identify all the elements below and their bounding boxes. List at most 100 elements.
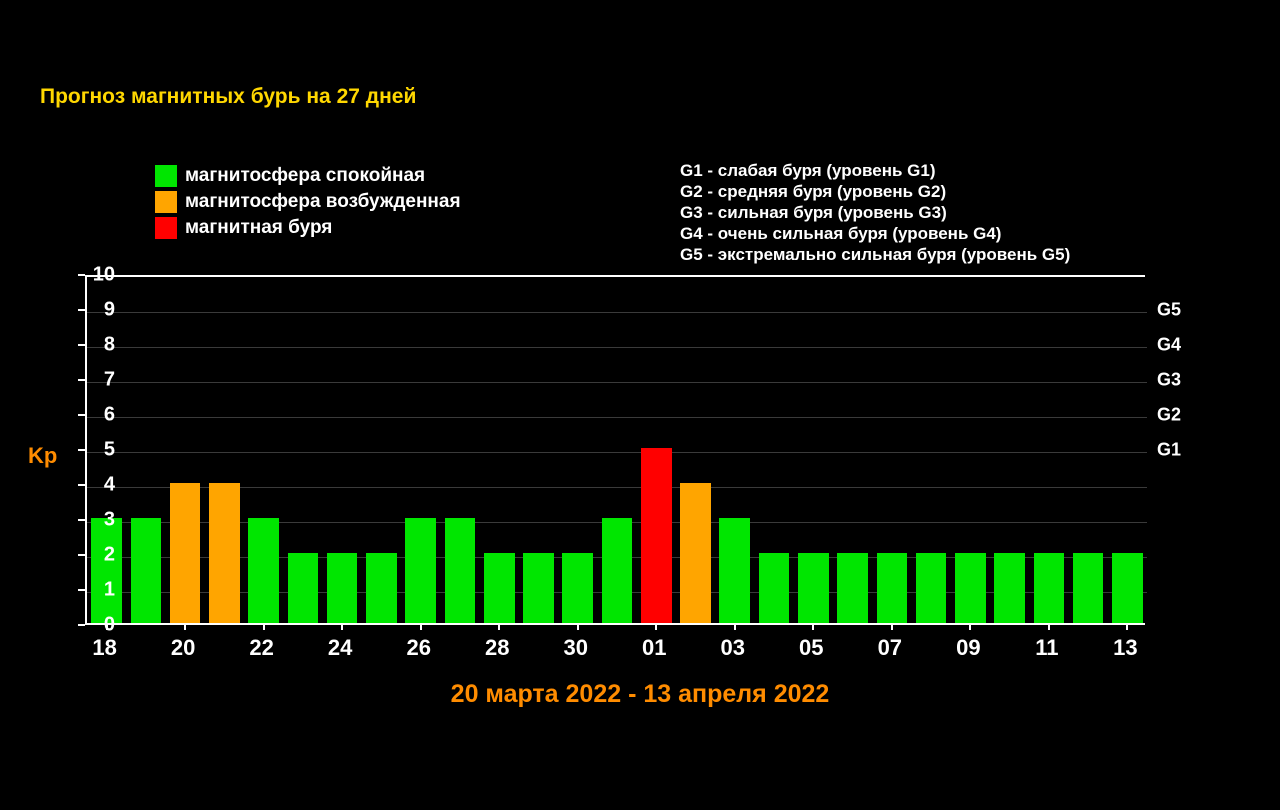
x-tick-mark bbox=[1048, 623, 1050, 630]
x-tick-mark bbox=[498, 623, 500, 630]
legend-label: магнитосфера спокойная bbox=[185, 165, 425, 187]
bar bbox=[641, 448, 672, 623]
gridline bbox=[87, 347, 1147, 348]
y-tick-mark bbox=[78, 449, 85, 451]
x-tick-label: 18 bbox=[92, 635, 116, 661]
x-tick-mark bbox=[341, 623, 343, 630]
chart-title: Прогноз магнитных бурь на 27 дней bbox=[40, 85, 416, 109]
y-tick-label: 0 bbox=[104, 614, 115, 637]
y-tick-label: 6 bbox=[104, 404, 115, 427]
gridline bbox=[87, 382, 1147, 383]
x-tick-mark bbox=[577, 623, 579, 630]
bar bbox=[1112, 553, 1143, 623]
chart-container: Kp 012345678910G1G2G3G4G5182022242628300… bbox=[85, 275, 1185, 625]
x-tick-mark bbox=[420, 623, 422, 630]
legend-item: магнитная буря bbox=[155, 217, 461, 239]
y-tick-mark bbox=[78, 309, 85, 311]
legend-item: магнитосфера возбужденная bbox=[155, 191, 461, 213]
bar bbox=[523, 553, 554, 623]
y-tick-mark bbox=[78, 379, 85, 381]
bar bbox=[131, 518, 162, 623]
bar bbox=[994, 553, 1025, 623]
g-level-label: G4 bbox=[1157, 335, 1181, 356]
y-tick-mark bbox=[78, 519, 85, 521]
x-tick-mark bbox=[734, 623, 736, 630]
y-tick-mark bbox=[78, 484, 85, 486]
legend-right-line: G2 - средняя буря (уровень G2) bbox=[680, 181, 1070, 202]
y-tick-label: 3 bbox=[104, 509, 115, 532]
x-tick-label: 03 bbox=[721, 635, 745, 661]
legend-swatch bbox=[155, 165, 177, 187]
legend-right-line: G3 - сильная буря (уровень G3) bbox=[680, 202, 1070, 223]
bar bbox=[877, 553, 908, 623]
date-range-label: 20 марта 2022 - 13 апреля 2022 bbox=[0, 680, 1280, 709]
bar bbox=[288, 553, 319, 623]
x-tick-label: 26 bbox=[406, 635, 430, 661]
bar bbox=[680, 483, 711, 623]
x-tick-mark bbox=[263, 623, 265, 630]
x-tick-label: 22 bbox=[249, 635, 273, 661]
x-tick-label: 11 bbox=[1035, 635, 1058, 661]
bar bbox=[916, 553, 947, 623]
bar bbox=[445, 518, 476, 623]
x-tick-label: 24 bbox=[328, 635, 352, 661]
legend-left: магнитосфера спокойная магнитосфера возбу… bbox=[155, 165, 461, 243]
x-tick-label: 13 bbox=[1113, 635, 1137, 661]
y-tick-label: 7 bbox=[104, 369, 115, 392]
bar bbox=[1073, 553, 1104, 623]
plot-area bbox=[85, 275, 1145, 625]
bar bbox=[484, 553, 515, 623]
x-tick-mark bbox=[655, 623, 657, 630]
y-tick-label: 8 bbox=[104, 334, 115, 357]
g-level-label: G1 bbox=[1157, 440, 1181, 461]
legend-label: магнитная буря bbox=[185, 217, 332, 239]
x-tick-mark bbox=[891, 623, 893, 630]
y-tick-label: 10 bbox=[93, 264, 115, 287]
gridline bbox=[87, 417, 1147, 418]
gridline bbox=[87, 452, 1147, 453]
legend-swatch bbox=[155, 191, 177, 213]
bar bbox=[327, 553, 358, 623]
x-tick-mark bbox=[969, 623, 971, 630]
x-tick-label: 30 bbox=[563, 635, 587, 661]
bar bbox=[602, 518, 633, 623]
bar bbox=[170, 483, 201, 623]
x-tick-label: 09 bbox=[956, 635, 980, 661]
y-tick-mark bbox=[78, 589, 85, 591]
y-tick-mark bbox=[78, 414, 85, 416]
g-level-label: G2 bbox=[1157, 405, 1181, 426]
legend-right-line: G1 - слабая буря (уровень G1) bbox=[680, 160, 1070, 181]
y-tick-label: 2 bbox=[104, 544, 115, 567]
gridline bbox=[87, 312, 1147, 313]
x-tick-mark bbox=[1126, 623, 1128, 630]
x-tick-label: 07 bbox=[878, 635, 902, 661]
x-tick-label: 01 bbox=[642, 635, 666, 661]
legend-right-line: G4 - очень сильная буря (уровень G4) bbox=[680, 223, 1070, 244]
legend-right: G1 - слабая буря (уровень G1)G2 - средня… bbox=[680, 160, 1070, 265]
legend-right-line: G5 - экстремально сильная буря (уровень … bbox=[680, 244, 1070, 265]
bar bbox=[248, 518, 279, 623]
bar bbox=[562, 553, 593, 623]
y-axis-label: Kp bbox=[28, 443, 57, 469]
gridline bbox=[87, 487, 1147, 488]
y-tick-mark bbox=[78, 624, 85, 626]
g-level-label: G3 bbox=[1157, 370, 1181, 391]
bar bbox=[759, 553, 790, 623]
y-tick-mark bbox=[78, 554, 85, 556]
bar bbox=[798, 553, 829, 623]
bar bbox=[366, 553, 397, 623]
y-tick-label: 5 bbox=[104, 439, 115, 462]
bar bbox=[955, 553, 986, 623]
x-tick-label: 28 bbox=[485, 635, 509, 661]
y-tick-label: 9 bbox=[104, 299, 115, 322]
bar bbox=[209, 483, 240, 623]
bar bbox=[1034, 553, 1065, 623]
x-tick-label: 05 bbox=[799, 635, 823, 661]
bar bbox=[837, 553, 868, 623]
legend-swatch bbox=[155, 217, 177, 239]
bar bbox=[405, 518, 436, 623]
legend-label: магнитосфера возбужденная bbox=[185, 191, 461, 213]
legend-item: магнитосфера спокойная bbox=[155, 165, 461, 187]
y-tick-label: 4 bbox=[104, 474, 115, 497]
x-tick-mark bbox=[812, 623, 814, 630]
